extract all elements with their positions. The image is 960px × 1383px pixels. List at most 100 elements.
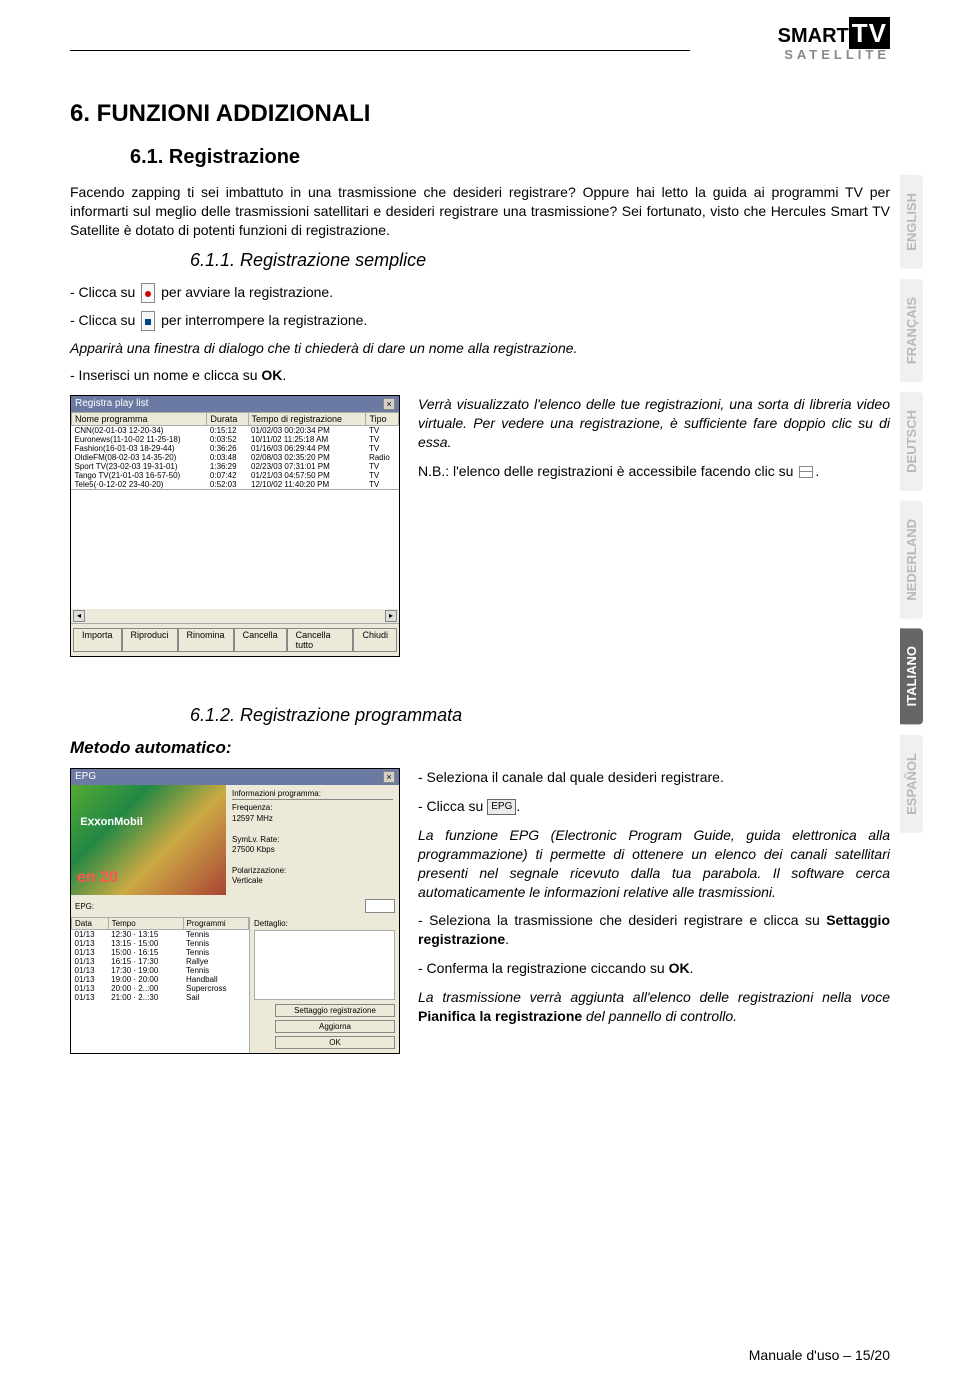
- note-text: .: [815, 463, 819, 479]
- ok-button[interactable]: OK: [275, 1036, 395, 1049]
- step-text: - Clicca su: [70, 284, 139, 300]
- page-footer: Manuale d'uso – 15/20: [749, 1347, 890, 1363]
- close-icon[interactable]: ×: [383, 398, 395, 410]
- close-icon[interactable]: ×: [383, 771, 395, 783]
- table-row[interactable]: 01/1320:00 · 2..:00Supercross: [72, 984, 249, 993]
- table-row[interactable]: Tele5(·0-12-02 23-40-20)0:52:0312/10/02 …: [72, 480, 399, 489]
- horizontal-scrollbar[interactable]: ◂ ▸: [71, 609, 399, 623]
- table-cell: 01/13: [72, 939, 109, 948]
- window-titlebar: EPG ×: [71, 769, 399, 785]
- lang-tab-italiano[interactable]: ITALIANO: [900, 628, 923, 724]
- stop-icon[interactable]: [141, 311, 155, 331]
- preview-banner: E𝗑𝗑onMobil: [80, 815, 216, 828]
- table-row[interactable]: 01/1316:15 · 17:30Rallye: [72, 957, 249, 966]
- table-row[interactable]: 01/1315:00 · 16:15Tennis: [72, 948, 249, 957]
- table-cell: Tennis: [183, 966, 248, 975]
- table-row[interactable]: 01/1317:30 · 19:00Tennis: [72, 966, 249, 975]
- lang-tab-english[interactable]: ENGLISH: [900, 175, 923, 269]
- table-cell: CNN(02-01-03 12-20-34): [72, 426, 207, 436]
- table-cell: 0:07:42: [207, 471, 248, 480]
- preview-overlay: en 20: [77, 869, 118, 887]
- info-line: [232, 855, 393, 865]
- playlist-button[interactable]: Chiudi: [353, 628, 397, 652]
- step-text: - Clicca su: [70, 312, 139, 328]
- info-line: Polarizzazione:: [232, 866, 393, 876]
- playlist-button-row: ImportaRiproduciRinominaCancellaCancella…: [71, 623, 399, 656]
- info-line: 27500 Kbps: [232, 845, 393, 855]
- step-text: .: [516, 798, 520, 814]
- table-cell: 01/13: [72, 948, 109, 957]
- table-cell: 01/16/03 06:29:44 PM: [248, 444, 366, 453]
- table-cell: 10/11/02 11:25:18 AM: [248, 435, 366, 444]
- table-cell: Radio: [366, 453, 399, 462]
- playlist-button[interactable]: Riproduci: [122, 628, 178, 652]
- table-cell: 01/13: [72, 975, 109, 984]
- ok-label: OK: [261, 367, 282, 383]
- page-header: SMARTTV SATELLITE: [70, 20, 890, 80]
- table-row[interactable]: Euronews(11-10-02 11-25-18)0:03:5210/11/…: [72, 435, 399, 444]
- playlist-button[interactable]: Importa: [73, 628, 122, 652]
- table-row[interactable]: 01/1312:30 · 13:15Tennis: [72, 930, 249, 940]
- brand-logo: SMARTTV SATELLITE: [778, 20, 890, 61]
- table-empty-area: [71, 489, 399, 609]
- list-icon[interactable]: [799, 466, 813, 478]
- table-row[interactable]: CNN(02-01-03 12-20-34)0:15:1201/02/03 00…: [72, 426, 399, 436]
- table-row[interactable]: Fashion(16-01-03 18-29-44)0:36:2601/16/0…: [72, 444, 399, 453]
- step-text: - Clicca su: [418, 798, 487, 814]
- step-text: - Seleziona la trasmissione che desideri…: [418, 912, 826, 928]
- table-cell: Tennis: [183, 948, 248, 957]
- epg-schedule-list: DataTempoProgrammi 01/1312:30 · 13:15Ten…: [71, 917, 249, 1053]
- update-button[interactable]: Aggiorna: [275, 1020, 395, 1033]
- table-cell: TV: [366, 480, 399, 489]
- table-cell: 12:30 · 13:15: [108, 930, 183, 940]
- epg-button[interactable]: EPG: [487, 799, 516, 815]
- table-row[interactable]: 01/1313:15 · 15:00Tennis: [72, 939, 249, 948]
- table-row[interactable]: 01/1319:00 · 20:00Handball: [72, 975, 249, 984]
- table-row[interactable]: Tango TV(21-01-03 16-57-50)0:07:4201/21/…: [72, 471, 399, 480]
- table-cell: 0:52:03: [207, 480, 248, 489]
- table-cell: Tango TV(21-01-03 16-57-50): [72, 471, 207, 480]
- table-cell: TV: [366, 462, 399, 471]
- playlist-button[interactable]: Rinomina: [178, 628, 234, 652]
- table-cell: Tennis: [183, 930, 248, 940]
- table-cell: Euronews(11-10-02 11-25-18): [72, 435, 207, 444]
- table-cell: 19:00 · 20:00: [108, 975, 183, 984]
- lang-tab-deutsch[interactable]: DEUTSCH: [900, 392, 923, 491]
- lang-tab-français[interactable]: FRANÇAIS: [900, 279, 923, 382]
- intro-paragraph: Facendo zapping ti sei imbattuto in una …: [70, 183, 890, 240]
- epg-dropdown[interactable]: [365, 899, 395, 913]
- record-icon[interactable]: [141, 283, 155, 303]
- info-line: SymLv. Rate:: [232, 835, 393, 845]
- table-cell: Rallye: [183, 957, 248, 966]
- table-row[interactable]: 01/1321:00 · 2..:30Sail: [72, 993, 249, 1002]
- header-rule: [70, 50, 690, 51]
- lang-tab-nederland[interactable]: NEDERLAND: [900, 501, 923, 619]
- window-titlebar: Registra play list ×: [71, 396, 399, 412]
- table-cell: OldieFM(08-02-03 14-35-20): [72, 453, 207, 462]
- lang-tab-español[interactable]: ESPAÑOL: [900, 735, 923, 833]
- playlist-button[interactable]: Cancella tutto: [287, 628, 354, 652]
- table-cell: 0:03:48: [207, 453, 248, 462]
- table-cell: 01/21/03 04:57:50 PM: [248, 471, 366, 480]
- table-cell: 21:00 · 2..:30: [108, 993, 183, 1002]
- table-cell: TV: [366, 435, 399, 444]
- scroll-right-icon[interactable]: ▸: [385, 610, 397, 622]
- record-settings-button[interactable]: Settaggio registrazione: [275, 1004, 395, 1017]
- info-line: Verticale: [232, 876, 393, 886]
- scroll-left-icon[interactable]: ◂: [73, 610, 85, 622]
- note-text: La trasmissione verrà aggiunta all'elenc…: [418, 989, 890, 1005]
- table-header: Nome programma: [72, 413, 207, 426]
- table-cell: 17:30 · 19:00: [108, 966, 183, 975]
- table-cell: TV: [366, 471, 399, 480]
- method-label: Metodo automatico:: [70, 738, 890, 758]
- table-cell: Tele5(·0-12-02 23-40-20): [72, 480, 207, 489]
- table-row[interactable]: Sport TV(23-02-03 19-31-01)1:36:2902/23/…: [72, 462, 399, 471]
- playlist-button[interactable]: Cancella: [234, 628, 287, 652]
- table-cell: 01/13: [72, 966, 109, 975]
- step-text: .: [690, 960, 694, 976]
- table-cell: 0:03:52: [207, 435, 248, 444]
- schedule-note: La trasmissione verrà aggiunta all'elenc…: [418, 988, 890, 1026]
- epg-window: EPG × E𝗑𝗑onMobil en 20 Informazioni prog…: [70, 768, 400, 1054]
- table-row[interactable]: OldieFM(08-02-03 14-35-20)0:03:4802/08/0…: [72, 453, 399, 462]
- step-select-channel: - Seleziona il canale dal quale desideri…: [418, 768, 890, 787]
